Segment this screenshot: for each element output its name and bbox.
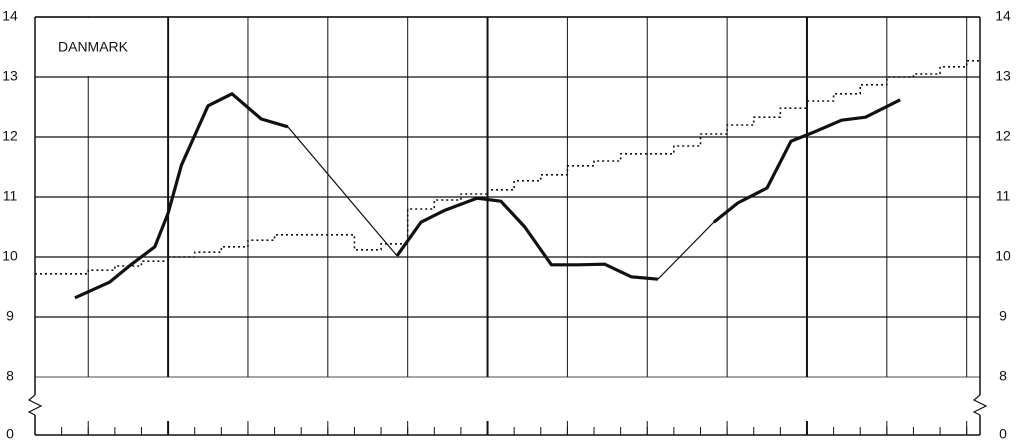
line-series <box>712 98 901 224</box>
y-tick-label: 8 <box>999 368 1007 384</box>
y-tick-label: 8 <box>6 368 14 384</box>
y-tick-label: 11 <box>996 188 1011 204</box>
y-tick-label: 9 <box>999 308 1007 324</box>
line-series <box>74 92 289 300</box>
y-tick-label: 14 <box>2 8 18 24</box>
y-tick-label: 0 <box>6 426 14 442</box>
chart-title: DANMARK <box>58 39 129 55</box>
y-tick-label: 9 <box>6 308 14 324</box>
axis-break <box>972 394 988 416</box>
line-series <box>287 126 398 257</box>
y-tick-label: 0 <box>999 426 1007 442</box>
y-tick-label: 14 <box>995 8 1011 24</box>
line-series <box>395 196 659 281</box>
y-tick-label: 12 <box>2 128 18 144</box>
axis-break <box>27 394 43 416</box>
y-tick-label: 10 <box>2 248 18 264</box>
y-tick-label: 10 <box>995 248 1011 264</box>
y-tick-label: 11 <box>3 188 18 204</box>
line-series <box>657 221 715 280</box>
line-series <box>35 60 980 275</box>
title-box <box>36 18 168 76</box>
y-tick-label: 13 <box>2 68 18 84</box>
y-tick-label: 13 <box>995 68 1011 84</box>
y-tick-label: 12 <box>995 128 1011 144</box>
